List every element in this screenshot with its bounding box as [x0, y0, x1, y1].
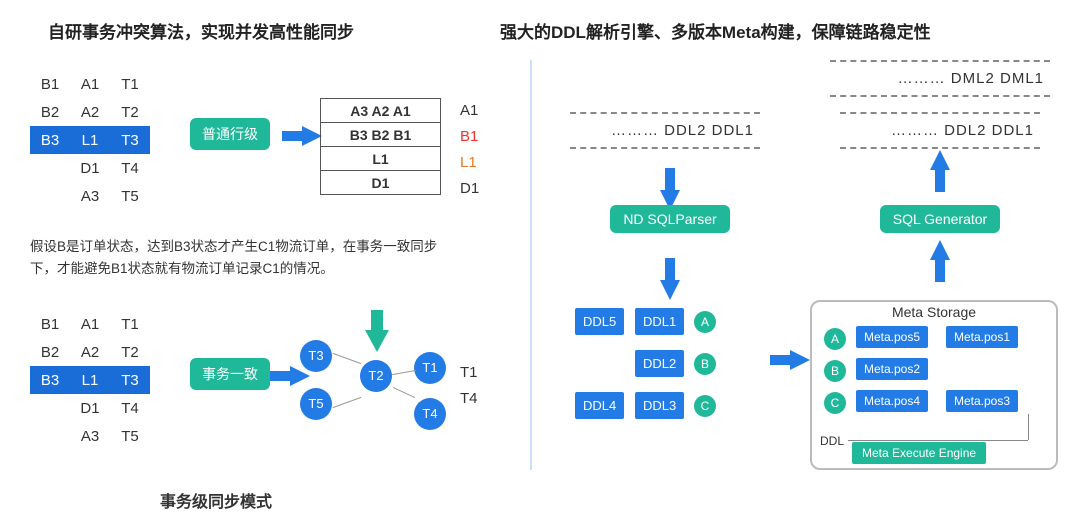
node-t3: T3 — [300, 340, 332, 372]
vertical-labels-lower: T1 T4 — [460, 360, 478, 412]
meta-box: Meta.pos4 — [856, 390, 928, 412]
node-t4: T4 — [414, 398, 446, 430]
ddl-line — [848, 440, 1028, 441]
table-row: B2A2T2 — [30, 338, 150, 366]
table-row: D1T4 — [30, 394, 150, 422]
ddl-box: DDL5 — [575, 308, 624, 335]
ddl-row-right: ……… DDL2 DDL1 — [840, 112, 1040, 149]
meta-execute-engine: Meta Execute Engine — [852, 442, 986, 464]
meta-box: Meta.pos3 — [946, 390, 1018, 412]
table-row-highlight: B3L1T3 — [30, 366, 150, 394]
arrow-down-icon — [660, 280, 680, 300]
meta-box: Meta.pos5 — [856, 326, 928, 348]
table-row: B1A1T1 — [30, 70, 150, 98]
meta-circle: A — [824, 328, 846, 350]
arrow-up-icon — [930, 240, 950, 260]
graph-edge — [333, 397, 362, 408]
ddl-box: DDL4 — [575, 392, 624, 419]
table-row: B1A1T1 — [30, 310, 150, 338]
meta-box: Meta.pos2 — [856, 358, 928, 380]
ddl-circle: A — [694, 311, 716, 333]
ddl-box: DDL3 — [635, 392, 684, 419]
ddl-box: DDL1 — [635, 308, 684, 335]
pill-transaction: 事务一致 — [190, 358, 270, 390]
graph-edge — [393, 387, 415, 398]
table-row-highlight: B3L1T3 — [30, 126, 150, 154]
arrow-right-icon — [302, 126, 322, 146]
vertical-labels-upper: A1 B1 L1 D1 — [460, 98, 479, 202]
table-row: A3T5 — [30, 182, 150, 210]
left-title: 自研事务冲突算法，实现并发高性能同步 — [48, 18, 354, 43]
ddl-line-up — [1028, 414, 1029, 440]
meta-circle: B — [824, 360, 846, 382]
meta-storage-frame: Meta Storage A Meta.pos5 Meta.pos1 B Met… — [810, 300, 1058, 470]
meta-title: Meta Storage — [812, 304, 1056, 320]
table-row: D1T4 — [30, 154, 150, 182]
arrow-right-icon — [790, 350, 810, 370]
arrow-down-green-icon — [365, 330, 389, 352]
ddl-box: DDL2 — [635, 350, 684, 377]
graph-edge — [333, 353, 362, 364]
footer-title: 事务级同步模式 — [160, 488, 272, 512]
table-row: A3T5 — [30, 422, 150, 450]
meta-box: Meta.pos1 — [946, 326, 1018, 348]
section-divider — [530, 60, 532, 470]
boxed-table: A3 A2 A1 B3 B2 B1 L1 D1 — [320, 98, 441, 195]
graph-edge — [392, 370, 416, 375]
pill-normal-row: 普通行级 — [190, 118, 270, 150]
meta-circle: C — [824, 392, 846, 414]
table-upper: B1A1T1 B2A2T2 B3L1T3 D1T4 A3T5 — [30, 70, 150, 210]
ddl-circle: B — [694, 353, 716, 375]
dml-row: ……… DML2 DML1 — [830, 60, 1050, 97]
arrow-up-icon — [930, 150, 950, 170]
table-row: B2A2T2 — [30, 98, 150, 126]
ddl-label: DDL — [820, 434, 844, 448]
right-title: 强大的DDL解析引擎、多版本Meta构建，保障链路稳定性 — [500, 18, 931, 43]
pill-parser: ND SQLParser — [610, 205, 730, 233]
pill-sqlgen: SQL Generator — [880, 205, 1000, 233]
node-t5: T5 — [300, 388, 332, 420]
node-t1: T1 — [414, 352, 446, 384]
ddl-row-left: ……… DDL2 DDL1 — [570, 112, 760, 149]
node-t2: T2 — [360, 360, 392, 392]
note-text: 假设B是订单状态，达到B3状态才产生C1物流订单，在事务一致同步下，才能避免B1… — [30, 236, 460, 280]
table-lower: B1A1T1 B2A2T2 B3L1T3 D1T4 A3T5 — [30, 310, 150, 450]
ddl-circle: C — [694, 395, 716, 417]
